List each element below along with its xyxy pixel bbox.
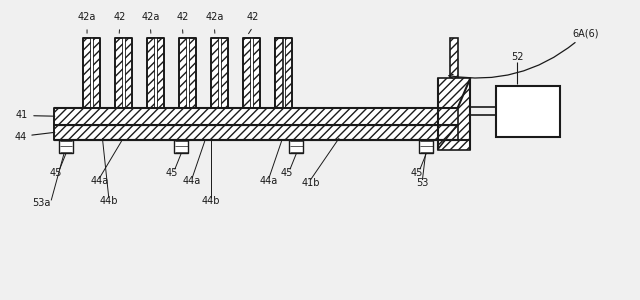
Bar bbox=[450, 38, 458, 108]
Bar bbox=[174, 140, 188, 153]
Bar bbox=[438, 78, 470, 150]
Text: 42: 42 bbox=[246, 11, 259, 22]
Text: 44: 44 bbox=[14, 131, 55, 142]
Bar bbox=[54, 124, 458, 140]
Text: 42a: 42a bbox=[141, 11, 159, 22]
Text: 6A(6): 6A(6) bbox=[449, 28, 599, 78]
Text: 45: 45 bbox=[410, 167, 422, 178]
Bar bbox=[283, 38, 285, 108]
Text: 44a: 44a bbox=[183, 176, 201, 187]
Text: 45: 45 bbox=[280, 167, 292, 178]
Bar bbox=[54, 108, 458, 124]
Text: 44b: 44b bbox=[100, 196, 118, 206]
Bar bbox=[125, 38, 132, 108]
Text: 42a: 42a bbox=[205, 11, 223, 22]
Bar bbox=[187, 38, 189, 108]
Bar bbox=[83, 38, 91, 108]
Text: 45: 45 bbox=[165, 167, 177, 178]
Text: 41: 41 bbox=[16, 110, 55, 121]
Bar bbox=[93, 38, 100, 108]
Bar bbox=[155, 38, 157, 108]
Text: 41b: 41b bbox=[301, 178, 319, 188]
Bar bbox=[496, 85, 560, 136]
Bar bbox=[189, 38, 196, 108]
Bar bbox=[289, 140, 303, 153]
Text: 42a: 42a bbox=[78, 11, 96, 22]
Bar bbox=[211, 38, 219, 108]
Bar bbox=[419, 140, 433, 153]
Text: 53a: 53a bbox=[33, 197, 51, 208]
Bar bbox=[59, 140, 73, 153]
Text: 42: 42 bbox=[176, 11, 189, 22]
Text: 44b: 44b bbox=[202, 196, 220, 206]
Text: 44a: 44a bbox=[260, 176, 278, 187]
Bar bbox=[275, 38, 283, 108]
Bar bbox=[123, 38, 125, 108]
Bar bbox=[251, 38, 253, 108]
Bar bbox=[219, 38, 221, 108]
Text: 45: 45 bbox=[50, 167, 62, 178]
Text: 44a: 44a bbox=[90, 176, 108, 187]
Bar bbox=[221, 38, 228, 108]
Bar bbox=[157, 38, 164, 108]
Text: 52: 52 bbox=[511, 52, 524, 62]
Bar bbox=[179, 38, 187, 108]
Bar bbox=[243, 38, 251, 108]
Bar bbox=[275, 38, 283, 108]
Bar bbox=[91, 38, 93, 108]
Bar bbox=[115, 38, 123, 108]
Bar bbox=[147, 38, 155, 108]
Bar bbox=[253, 38, 260, 108]
Bar bbox=[285, 38, 292, 108]
Text: 53: 53 bbox=[416, 178, 429, 188]
Text: 42: 42 bbox=[113, 11, 126, 22]
